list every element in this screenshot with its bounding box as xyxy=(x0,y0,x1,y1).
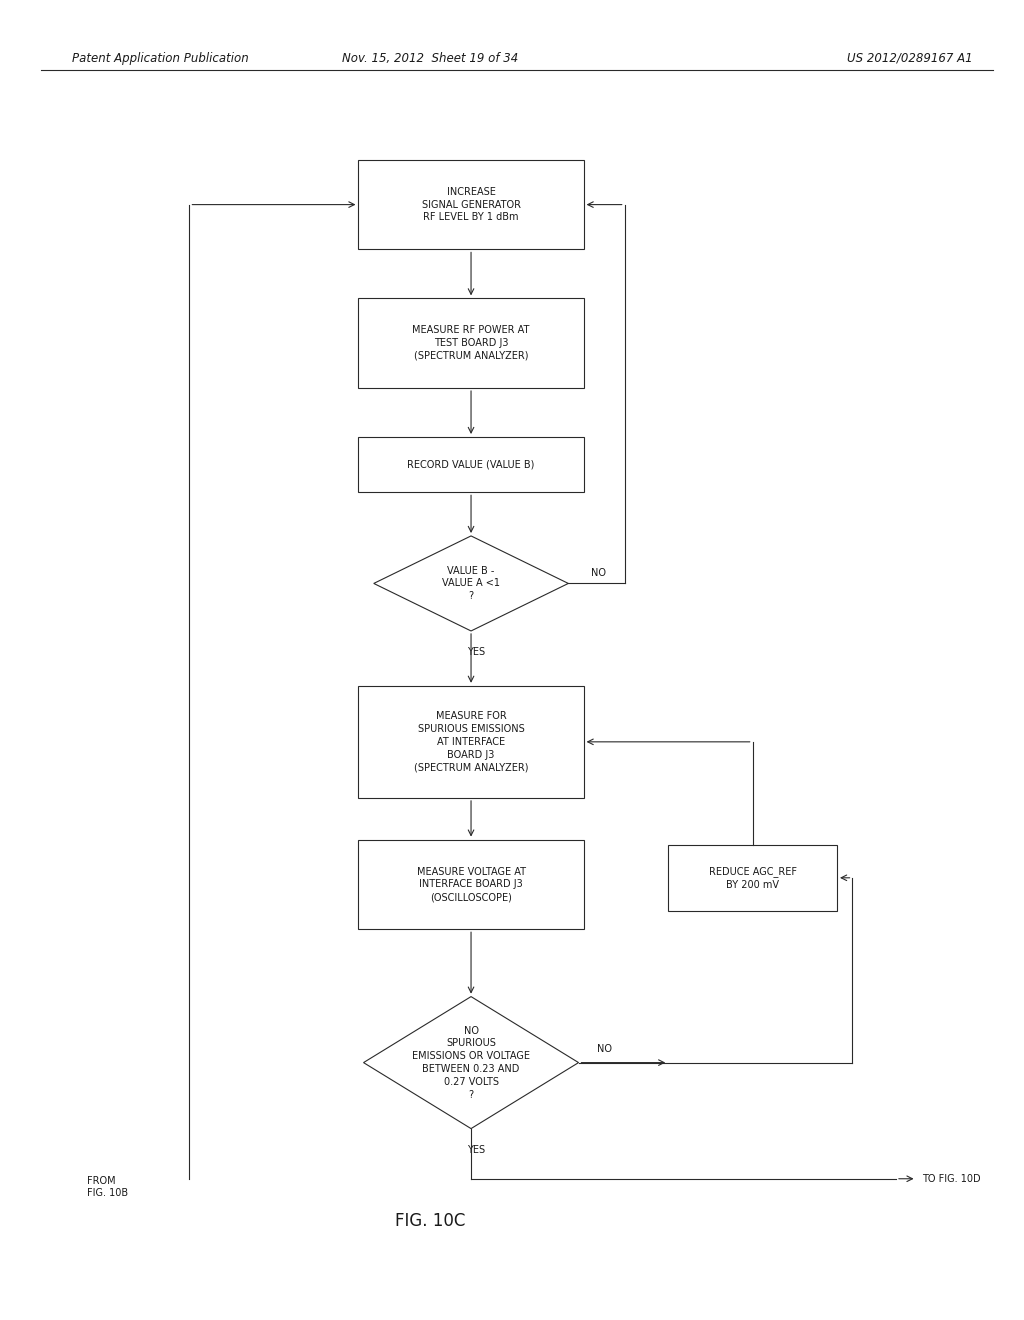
FancyBboxPatch shape xyxy=(358,160,584,249)
Text: MEASURE VOLTAGE AT
INTERFACE BOARD J3
(OSCILLOSCOPE): MEASURE VOLTAGE AT INTERFACE BOARD J3 (O… xyxy=(417,867,525,902)
Text: YES: YES xyxy=(467,1144,485,1155)
Text: FIG. 10C: FIG. 10C xyxy=(395,1212,465,1230)
Text: MEASURE RF POWER AT
TEST BOARD J3
(SPECTRUM ANALYZER): MEASURE RF POWER AT TEST BOARD J3 (SPECT… xyxy=(413,326,529,360)
Polygon shape xyxy=(364,997,579,1129)
Text: REDUCE AGC_REF
BY 200 mV: REDUCE AGC_REF BY 200 mV xyxy=(709,866,797,890)
FancyBboxPatch shape xyxy=(358,685,584,797)
Text: NO
SPURIOUS
EMISSIONS OR VOLTAGE
BETWEEN 0.23 AND
0.27 VOLTS
?: NO SPURIOUS EMISSIONS OR VOLTAGE BETWEEN… xyxy=(412,1026,530,1100)
Text: INCREASE
SIGNAL GENERATOR
RF LEVEL BY 1 dBm: INCREASE SIGNAL GENERATOR RF LEVEL BY 1 … xyxy=(422,187,520,222)
Text: NO: NO xyxy=(591,568,606,578)
Text: NO: NO xyxy=(597,1044,612,1055)
Polygon shape xyxy=(374,536,568,631)
Text: RECORD VALUE (VALUE B): RECORD VALUE (VALUE B) xyxy=(408,459,535,470)
Text: US 2012/0289167 A1: US 2012/0289167 A1 xyxy=(847,51,973,65)
Text: YES: YES xyxy=(467,647,485,657)
FancyBboxPatch shape xyxy=(358,437,584,492)
Text: MEASURE FOR
SPURIOUS EMISSIONS
AT INTERFACE
BOARD J3
(SPECTRUM ANALYZER): MEASURE FOR SPURIOUS EMISSIONS AT INTERF… xyxy=(414,711,528,772)
Text: Nov. 15, 2012  Sheet 19 of 34: Nov. 15, 2012 Sheet 19 of 34 xyxy=(342,51,518,65)
FancyBboxPatch shape xyxy=(668,845,838,911)
FancyBboxPatch shape xyxy=(358,840,584,929)
Text: TO FIG. 10D: TO FIG. 10D xyxy=(922,1173,980,1184)
Text: FROM
FIG. 10B: FROM FIG. 10B xyxy=(87,1176,128,1197)
Text: Patent Application Publication: Patent Application Publication xyxy=(72,51,249,65)
FancyBboxPatch shape xyxy=(358,298,584,388)
Text: VALUE B -
VALUE A <1
?: VALUE B - VALUE A <1 ? xyxy=(442,566,500,601)
